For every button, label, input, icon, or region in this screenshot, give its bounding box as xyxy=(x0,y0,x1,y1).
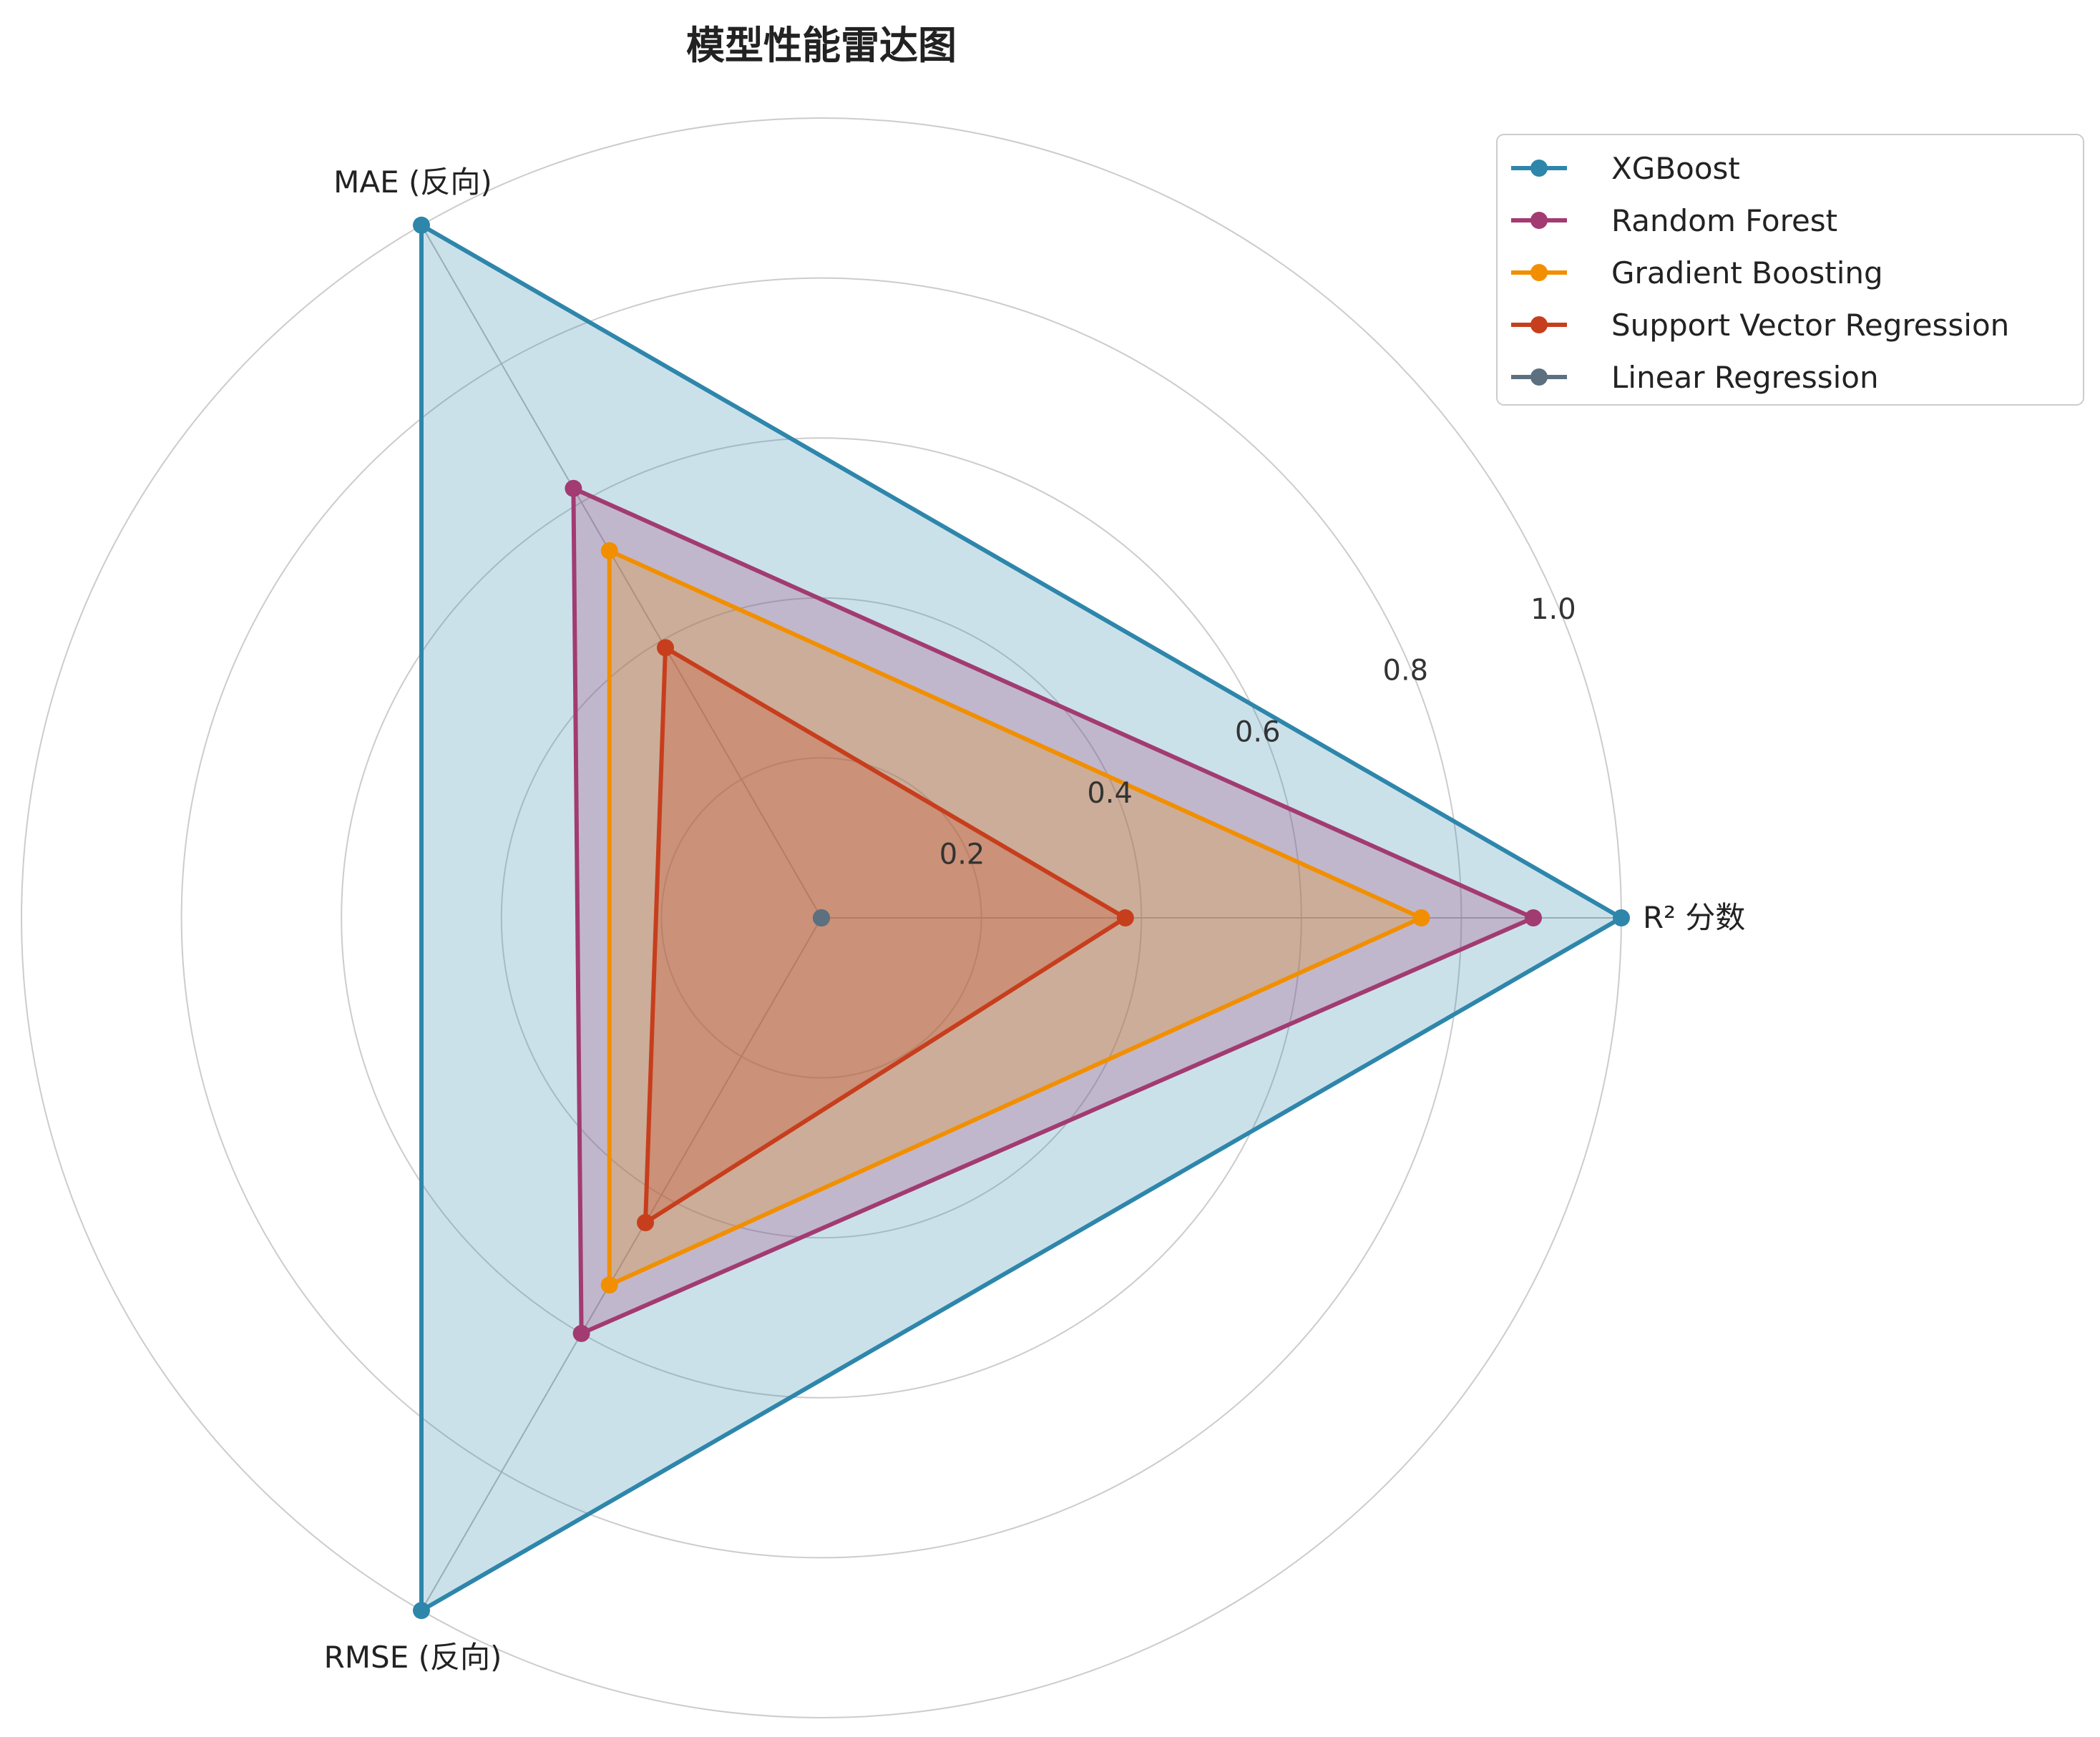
axis-labels: R² 分数 MAE (反向) RMSE (反向) xyxy=(324,165,1746,1675)
series-fill xyxy=(421,225,1621,1611)
series-linear-regression xyxy=(813,909,830,926)
legend-entry: Gradient Boosting xyxy=(1511,255,1883,290)
data-point-2 xyxy=(656,639,674,657)
legend-entry: Random Forest xyxy=(1511,203,1837,238)
series-line xyxy=(419,222,1623,1613)
legend-box xyxy=(1496,134,2084,406)
axis-label: R² 分数 xyxy=(1643,900,1745,935)
spoke-3 xyxy=(421,917,822,1611)
r-tick-label: 1.0 xyxy=(1530,593,1576,626)
legend-swatch-marker xyxy=(1530,160,1548,177)
r-tick-label: 0.6 xyxy=(1235,715,1281,748)
legend-entry: Linear Regression xyxy=(1511,360,1879,395)
legend-label: Gradient Boosting xyxy=(1611,255,1883,290)
axis-label: RMSE (反向) xyxy=(324,1640,502,1675)
legend: XGBoost Random Forest Gradient Boosting Sup… xyxy=(1496,134,2084,406)
radial-tick-labels: 0.2 0.4 0.6 0.8 1.0 xyxy=(939,593,1576,871)
series-xgboost xyxy=(413,216,1630,1620)
series-fill xyxy=(645,647,1125,1223)
legend-label: Support Vector Regression xyxy=(1611,308,2009,343)
chart-title: 模型性能雷达图 xyxy=(686,23,957,68)
data-point-2 xyxy=(565,479,582,497)
series-line xyxy=(571,486,1535,1336)
r-tick-label: 0.4 xyxy=(1087,777,1133,810)
data-point-2 xyxy=(600,542,618,559)
data-point-3 xyxy=(813,909,830,926)
axis-label: MAE (反向) xyxy=(333,165,492,200)
r-tick-label: 0.2 xyxy=(939,838,985,871)
legend-label: XGBoost xyxy=(1611,151,1740,186)
radar-series xyxy=(413,216,1630,1620)
data-point-1 xyxy=(1116,909,1134,926)
series-random-forest xyxy=(565,479,1543,1342)
legend-entry: Support Vector Regression xyxy=(1511,308,2009,343)
data-point-3 xyxy=(413,1602,430,1620)
legend-swatch-marker xyxy=(1530,316,1548,333)
r-tick-label: 0.8 xyxy=(1383,655,1429,688)
legend-swatch-marker xyxy=(1530,212,1548,229)
data-point-1 xyxy=(1613,909,1630,926)
series-line xyxy=(643,645,1128,1225)
data-point-3 xyxy=(600,1276,618,1294)
data-point-2 xyxy=(413,216,430,234)
data-point-3 xyxy=(637,1214,655,1232)
data-point-1 xyxy=(1525,909,1543,926)
data-point-3 xyxy=(572,1324,590,1342)
spoke-2 xyxy=(421,225,822,919)
series-support-vector-regression xyxy=(637,639,1134,1232)
legend-label: Random Forest xyxy=(1611,203,1837,238)
legend-swatch-marker xyxy=(1530,368,1548,386)
series-fill xyxy=(573,488,1533,1334)
legend-entry: XGBoost xyxy=(1511,151,1740,186)
data-point-1 xyxy=(1412,909,1430,926)
series-line xyxy=(607,548,1424,1288)
legend-swatch-marker xyxy=(1530,264,1548,281)
legend-label: Linear Regression xyxy=(1611,360,1879,395)
